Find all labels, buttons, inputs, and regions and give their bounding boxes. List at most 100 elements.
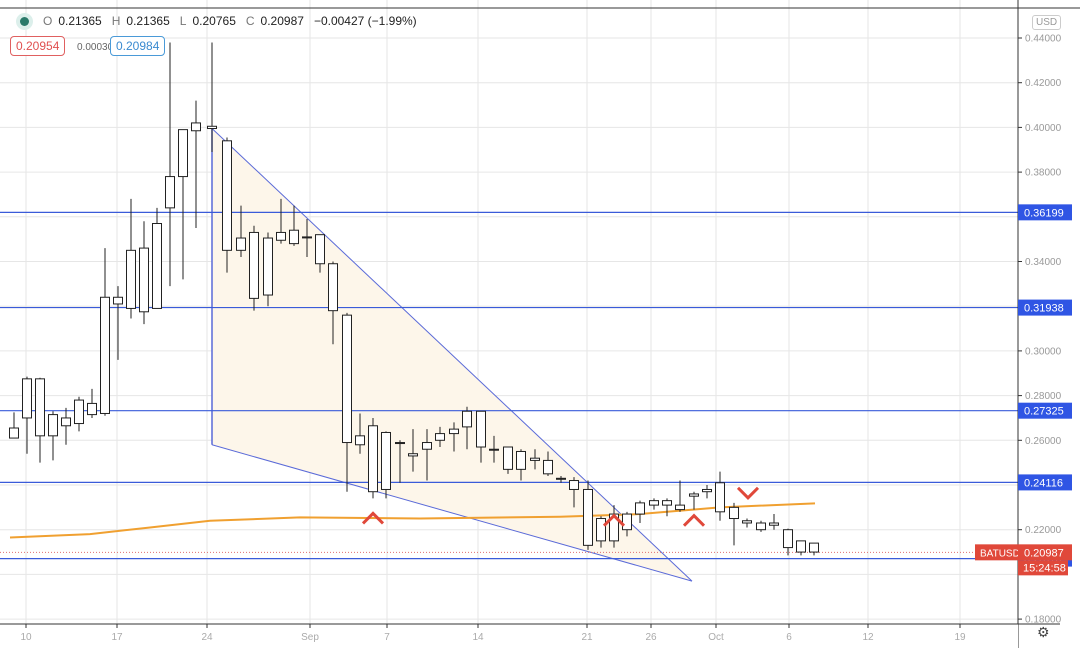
candle[interactable] [462, 406, 472, 450]
svg-text:24: 24 [201, 632, 213, 643]
candle[interactable] [191, 100, 201, 228]
triangle-upper-line[interactable] [211, 128, 693, 582]
svg-text:0.34000: 0.34000 [1025, 257, 1062, 268]
svg-text:19: 19 [954, 632, 966, 643]
svg-text:0.36199: 0.36199 [1024, 207, 1064, 219]
candle[interactable] [809, 542, 819, 556]
candle[interactable] [796, 540, 806, 556]
sell-price-button[interactable]: 0.20954 [10, 36, 66, 56]
candle[interactable] [530, 449, 540, 470]
candle[interactable] [9, 412, 19, 439]
candle[interactable] [276, 198, 286, 244]
high-label: H [111, 14, 121, 28]
candle[interactable] [328, 261, 338, 345]
open-value: 0.21365 [58, 14, 102, 28]
svg-text:26: 26 [645, 632, 657, 643]
svg-text:15:24:58: 15:24:58 [1023, 562, 1066, 574]
candle[interactable] [516, 449, 526, 481]
candle[interactable] [236, 205, 246, 258]
candle[interactable] [249, 225, 259, 311]
svg-text:10: 10 [20, 632, 32, 643]
candle[interactable] [543, 451, 553, 477]
candle[interactable] [675, 480, 685, 512]
svg-text:6: 6 [786, 632, 792, 643]
open-label: O [43, 14, 53, 28]
currency-label[interactable]: USD [1032, 15, 1062, 30]
low-value: 0.20765 [192, 14, 236, 28]
candle[interactable] [422, 429, 432, 481]
candle[interactable] [126, 198, 136, 319]
candle[interactable] [689, 491, 699, 510]
candle[interactable] [742, 518, 752, 528]
svg-text:0.42000: 0.42000 [1025, 78, 1062, 89]
candle[interactable] [368, 417, 378, 499]
candle[interactable] [662, 498, 672, 517]
low-label: L [179, 14, 187, 28]
gear-icon[interactable]: ⚙ [1037, 624, 1050, 640]
candle[interactable] [355, 413, 365, 454]
candle[interactable] [289, 205, 299, 246]
svg-text:0.44000: 0.44000 [1025, 34, 1062, 45]
candle[interactable] [622, 511, 632, 537]
candle[interactable] [583, 480, 593, 550]
candle[interactable] [61, 407, 71, 445]
candle[interactable] [649, 498, 659, 510]
candle[interactable] [381, 431, 391, 499]
candle[interactable] [22, 376, 32, 454]
candle[interactable] [556, 476, 566, 483]
candle[interactable] [100, 248, 110, 416]
candle[interactable] [178, 129, 188, 280]
candle[interactable] [702, 485, 712, 499]
candle[interactable] [435, 426, 445, 448]
candle[interactable] [302, 219, 312, 258]
candle[interactable] [152, 207, 162, 309]
buy-price-button[interactable]: 0.20984 [110, 36, 166, 56]
candle[interactable] [395, 440, 405, 483]
candle[interactable] [222, 137, 232, 273]
svg-text:Oct: Oct [708, 632, 724, 643]
ohlc-legend: O 0.21365 H 0.21365 L 0.20765 C 0.20987 −0.0… [20, 14, 421, 28]
candle[interactable] [449, 422, 459, 452]
candle[interactable] [569, 477, 579, 508]
svg-text:17: 17 [111, 632, 123, 643]
candle[interactable] [74, 396, 84, 432]
candle[interactable] [635, 500, 645, 523]
candle[interactable] [87, 388, 97, 418]
candle[interactable] [408, 429, 418, 472]
svg-text:0.38000: 0.38000 [1025, 168, 1062, 179]
svg-text:0.27325: 0.27325 [1024, 406, 1064, 418]
candle[interactable] [489, 435, 499, 463]
candle[interactable] [783, 528, 793, 556]
candle[interactable] [756, 520, 766, 532]
svg-text:0.31938: 0.31938 [1024, 303, 1064, 315]
candle[interactable] [503, 446, 513, 474]
candle[interactable] [342, 312, 352, 492]
candle[interactable] [207, 42, 217, 152]
candle[interactable] [596, 516, 606, 548]
svg-text:0.26000: 0.26000 [1025, 436, 1062, 447]
svg-text:12: 12 [862, 632, 874, 643]
svg-text:Sep: Sep [301, 632, 319, 643]
svg-text:0.20987: 0.20987 [1024, 547, 1064, 559]
candle[interactable] [48, 411, 58, 461]
candle[interactable] [476, 410, 486, 463]
close-value: 0.20987 [260, 14, 304, 28]
candle[interactable] [263, 232, 273, 307]
svg-text:0.40000: 0.40000 [1025, 123, 1062, 134]
svg-text:7: 7 [384, 632, 390, 643]
svg-text:0.30000: 0.30000 [1025, 346, 1062, 357]
candle[interactable] [113, 286, 123, 360]
candle[interactable] [769, 514, 779, 530]
candle[interactable] [35, 377, 45, 463]
svg-text:0.24116: 0.24116 [1024, 477, 1063, 489]
candle[interactable] [165, 42, 175, 287]
candle[interactable] [715, 471, 725, 521]
chevron-down-icon [736, 486, 760, 500]
svg-text:BATUSD: BATUSD [980, 548, 1020, 559]
candle[interactable] [315, 234, 325, 273]
candle[interactable] [139, 221, 149, 325]
candle[interactable] [729, 502, 739, 546]
chevron-up-icon [682, 513, 706, 527]
svg-text:14: 14 [472, 632, 484, 643]
